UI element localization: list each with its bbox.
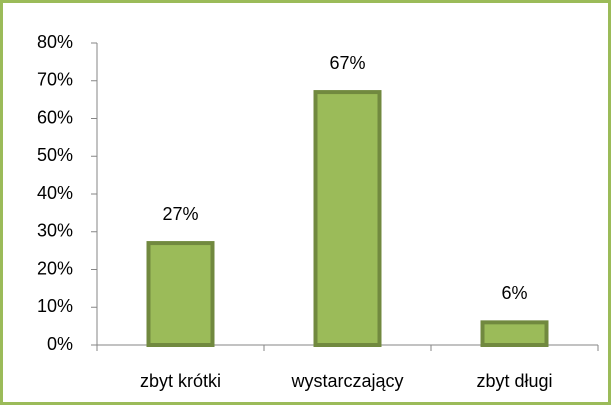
y-tick-label: 60% xyxy=(37,107,73,127)
value-label: 67% xyxy=(329,53,365,73)
x-tick-label: zbyt krótki xyxy=(140,371,221,391)
y-tick-label: 10% xyxy=(37,296,73,316)
x-tick-label: wystarczający xyxy=(290,371,403,391)
y-tick-label: 80% xyxy=(37,32,73,52)
value-label: 27% xyxy=(162,204,198,224)
y-tick-label: 70% xyxy=(37,70,73,90)
value-label: 6% xyxy=(501,283,527,303)
y-tick-label: 20% xyxy=(37,258,73,278)
bar xyxy=(480,320,549,348)
y-tick-label: 50% xyxy=(37,145,73,165)
bar xyxy=(146,241,215,347)
y-tick-label: 30% xyxy=(37,221,73,241)
x-tick-label: zbyt długi xyxy=(476,371,552,391)
y-tick-label: 40% xyxy=(37,183,73,203)
y-tick-label: 0% xyxy=(47,334,73,354)
bar xyxy=(313,90,382,347)
